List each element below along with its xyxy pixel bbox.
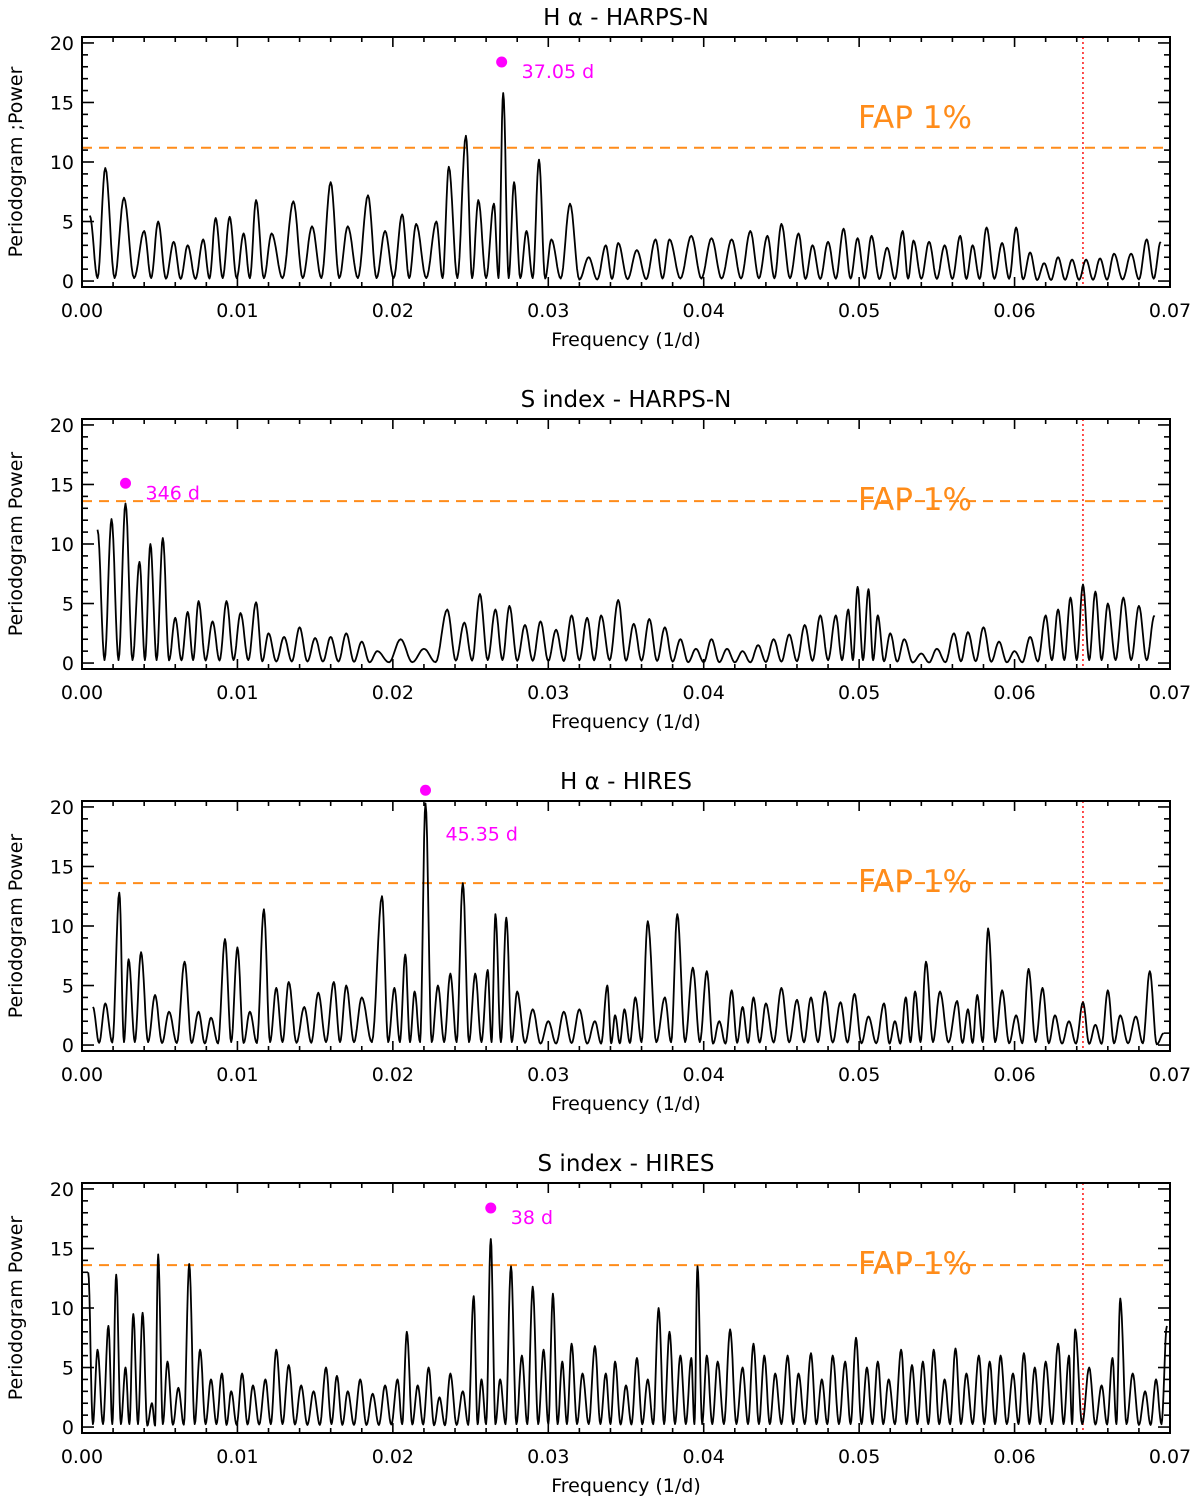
y-tick-label: 5 [62,976,74,998]
periodogram-panel: H α - HIRES 0.00 0.01 0.02 0.03 0.04 0.05 0.06 0… [5,769,1191,1115]
peak-label: 38 d [511,1207,553,1229]
periodogram-curve [96,502,1156,664]
periodogram-curve [87,1238,1168,1427]
x-tick-label: 0.03 [527,300,569,322]
x-tick-label: 0.01 [216,682,258,704]
x-tick-label: 0.02 [372,1446,414,1468]
x-tick-label: 0.05 [838,1446,880,1468]
x-tick-label: 0.01 [216,300,258,322]
y-tick-label: 20 [50,415,74,437]
y-tick-label: 5 [62,1358,74,1380]
periodogram-curve [88,92,1162,281]
fap-label: FAP 1% [858,864,972,900]
plot-frame [81,36,1171,288]
x-tick-label: 0.05 [838,682,880,704]
y-axis-label: Periodogram Power [5,452,27,637]
x-tick-label: 0.05 [838,1064,880,1086]
x-tick-label: 0.06 [993,682,1035,704]
x-tick-label: 0.04 [683,1064,725,1086]
peak-marker [485,1202,497,1214]
y-tick-label: 10 [50,534,74,556]
fap-label: FAP 1% [858,100,972,136]
x-tick-label: 0.00 [61,300,103,322]
periodogram-panel: S index - HIRES 0.00 0.01 0.02 0.03 0.04 0.05 0… [5,1151,1191,1497]
y-axis-label: Periodogram Power [5,834,27,1019]
y-tick-label: 0 [62,1417,74,1439]
x-tick-label: 0.01 [216,1064,258,1086]
panel-title: S index - HIRES [538,1151,715,1177]
x-tick-label: 0.03 [527,1446,569,1468]
y-tick-label: 0 [62,653,74,675]
x-tick-label: 0.00 [61,1064,103,1086]
x-tick-label: 0.05 [838,300,880,322]
panel-title: H α - HIRES [560,769,692,795]
y-tick-label: 15 [50,92,74,114]
y-tick-label: 0 [62,1035,74,1057]
x-axis-label: Frequency (1/d) [551,329,701,351]
peak-marker [120,477,132,489]
y-tick-label: 0 [62,271,74,293]
peak-marker [496,56,508,68]
y-axis-label: Periodogram ;Power [5,66,27,257]
panel-title: H α - HARPS-N [543,5,709,31]
y-tick-label: 5 [62,594,74,616]
y-tick-label: 10 [50,1298,74,1320]
plot-frame [81,418,1171,670]
x-tick-label: 0.02 [372,300,414,322]
periodogram-panel: H α - HARPS-N 0.00 0.01 0.02 0.03 0.04 0.05 0.0… [5,5,1191,351]
peak-label: 37.05 d [522,61,595,83]
x-tick-label: 0.00 [61,1446,103,1468]
y-tick-label: 5 [62,212,74,234]
x-axis-label: Frequency (1/d) [551,1093,701,1115]
x-tick-label: 0.07 [1149,682,1191,704]
plot-frame [81,800,1171,1052]
peak-label: 346 d [146,482,200,504]
peak-label: 45.35 d [445,823,518,845]
x-tick-label: 0.07 [1149,300,1191,322]
y-tick-label: 20 [50,33,74,55]
y-tick-label: 20 [50,1179,74,1201]
x-tick-label: 0.06 [993,1064,1035,1086]
x-axis-label: Frequency (1/d) [551,1475,701,1497]
x-tick-label: 0.04 [683,300,725,322]
x-axis-label: Frequency (1/d) [551,711,701,733]
y-tick-label: 20 [50,797,74,819]
panel-title: S index - HARPS-N [521,387,732,413]
y-tick-label: 10 [50,152,74,174]
x-tick-label: 0.00 [61,682,103,704]
x-tick-label: 0.06 [993,300,1035,322]
x-tick-label: 0.04 [683,682,725,704]
x-tick-label: 0.04 [683,1446,725,1468]
y-tick-label: 15 [50,856,74,878]
periodogram-curve [92,802,1165,1046]
fap-label: FAP 1% [858,1246,972,1282]
x-tick-label: 0.07 [1149,1446,1191,1468]
x-tick-label: 0.07 [1149,1064,1191,1086]
x-tick-label: 0.02 [372,682,414,704]
peak-marker [419,784,431,796]
y-tick-label: 15 [50,1238,74,1260]
x-tick-label: 0.01 [216,1446,258,1468]
x-tick-label: 0.02 [372,1064,414,1086]
periodogram-panel: S index - HARPS-N 0.00 0.01 0.02 0.03 0.04 0.0… [5,387,1191,733]
plot-frame [81,1182,1171,1434]
fap-label: FAP 1% [858,482,972,518]
y-tick-label: 10 [50,916,74,938]
x-tick-label: 0.03 [527,682,569,704]
y-axis-label: Periodogram Power [5,1216,27,1401]
y-tick-label: 15 [50,474,74,496]
x-tick-label: 0.06 [993,1446,1035,1468]
x-tick-label: 0.03 [527,1064,569,1086]
